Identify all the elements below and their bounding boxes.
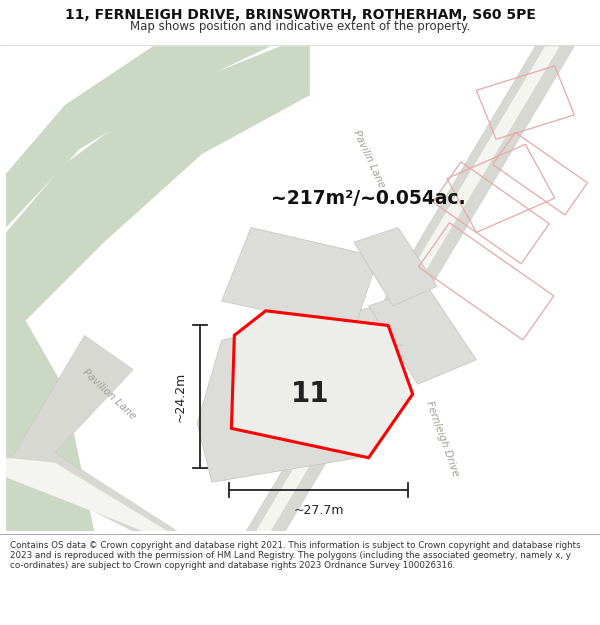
Polygon shape: [6, 46, 310, 531]
Text: Fernleigh Drive: Fernleigh Drive: [424, 399, 460, 478]
Text: 11, FERNLEIGH DRIVE, BRINSWORTH, ROTHERHAM, S60 5PE: 11, FERNLEIGH DRIVE, BRINSWORTH, ROTHERH…: [65, 8, 535, 22]
Polygon shape: [6, 335, 178, 531]
Text: Map shows position and indicative extent of the property.: Map shows position and indicative extent…: [130, 20, 470, 33]
Text: ~24.2m: ~24.2m: [173, 371, 187, 422]
Text: ~217m²/~0.054ac.: ~217m²/~0.054ac.: [271, 189, 466, 208]
Polygon shape: [221, 228, 379, 331]
Text: ~27.7m: ~27.7m: [293, 504, 344, 517]
Polygon shape: [256, 46, 560, 531]
Polygon shape: [246, 46, 574, 531]
Polygon shape: [6, 46, 271, 531]
Polygon shape: [6, 458, 168, 531]
Text: Contains OS data © Crown copyright and database right 2021. This information is : Contains OS data © Crown copyright and d…: [10, 541, 581, 571]
Polygon shape: [354, 228, 437, 306]
Polygon shape: [232, 311, 413, 458]
Text: 11: 11: [290, 380, 329, 408]
Text: Pavilin Lane: Pavilin Lane: [351, 129, 386, 189]
Text: Pavilion Lane: Pavilion Lane: [80, 367, 137, 421]
Polygon shape: [197, 306, 403, 482]
Polygon shape: [368, 286, 476, 384]
